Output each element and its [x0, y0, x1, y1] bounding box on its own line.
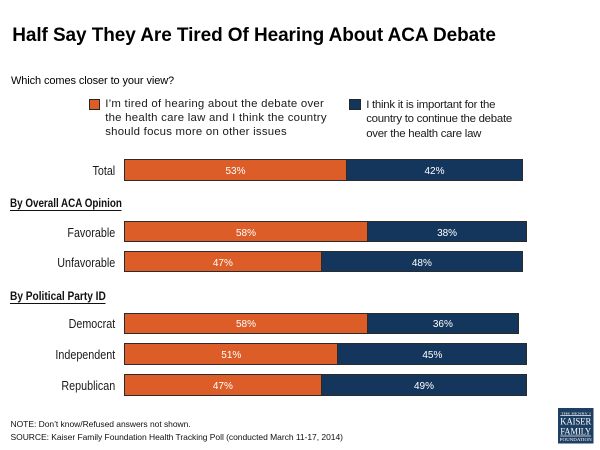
- svg-text:FOUNDATION: FOUNDATION: [560, 437, 592, 442]
- svg-text:KAISER: KAISER: [560, 417, 591, 427]
- svg-text:THE HENRY J: THE HENRY J: [561, 411, 592, 415]
- svg-text:FAMILY: FAMILY: [560, 427, 591, 438]
